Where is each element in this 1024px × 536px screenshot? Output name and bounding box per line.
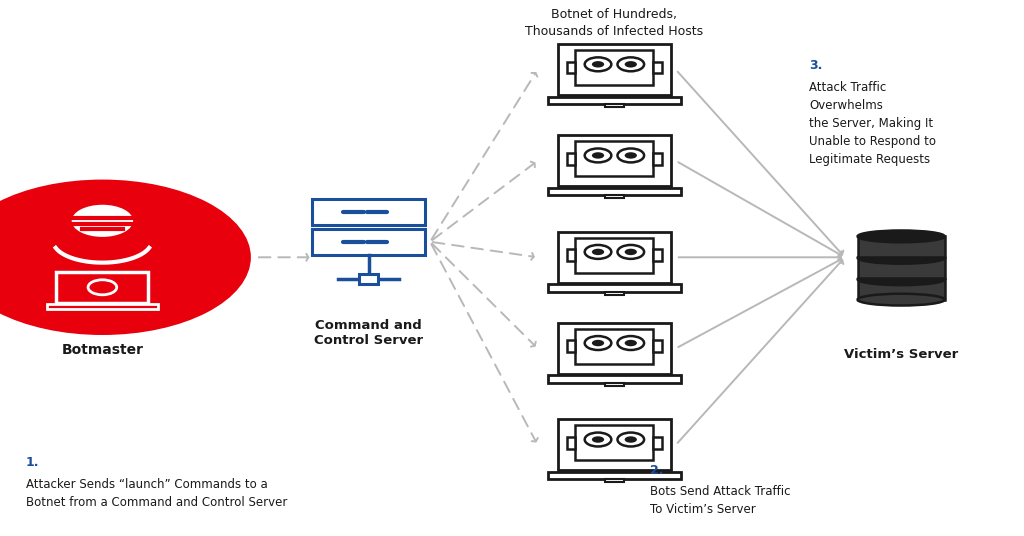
FancyBboxPatch shape <box>548 284 681 292</box>
FancyBboxPatch shape <box>567 437 575 449</box>
FancyBboxPatch shape <box>47 304 158 309</box>
FancyBboxPatch shape <box>558 44 671 95</box>
FancyBboxPatch shape <box>605 104 624 107</box>
Polygon shape <box>858 236 944 257</box>
FancyBboxPatch shape <box>575 50 653 85</box>
FancyBboxPatch shape <box>558 419 671 471</box>
Text: 2.: 2. <box>650 464 664 477</box>
Circle shape <box>592 340 604 346</box>
FancyBboxPatch shape <box>312 199 425 225</box>
Circle shape <box>592 249 604 255</box>
FancyBboxPatch shape <box>558 323 671 374</box>
Circle shape <box>592 436 604 443</box>
Text: Command and
Control Server: Command and Control Server <box>314 319 423 347</box>
Circle shape <box>592 61 604 68</box>
FancyBboxPatch shape <box>558 232 671 283</box>
FancyBboxPatch shape <box>548 375 681 383</box>
Ellipse shape <box>858 294 944 306</box>
Text: Victim’s Server: Victim’s Server <box>844 348 958 361</box>
FancyBboxPatch shape <box>567 340 575 352</box>
FancyBboxPatch shape <box>653 249 662 261</box>
Circle shape <box>585 57 611 71</box>
Circle shape <box>625 152 637 159</box>
Circle shape <box>0 180 251 335</box>
FancyBboxPatch shape <box>575 329 653 363</box>
FancyBboxPatch shape <box>575 426 653 460</box>
FancyBboxPatch shape <box>548 96 681 104</box>
Ellipse shape <box>858 252 944 264</box>
FancyBboxPatch shape <box>653 62 662 73</box>
FancyBboxPatch shape <box>605 292 624 295</box>
FancyBboxPatch shape <box>605 479 624 482</box>
Circle shape <box>617 433 644 446</box>
Text: 3.: 3. <box>809 59 822 72</box>
Polygon shape <box>858 279 944 300</box>
Circle shape <box>72 205 133 237</box>
Circle shape <box>585 433 611 446</box>
FancyBboxPatch shape <box>575 238 653 272</box>
Circle shape <box>617 57 644 71</box>
Circle shape <box>585 245 611 259</box>
Text: Attacker Sends “launch” Commands to a
Botnet from a Command and Control Server: Attacker Sends “launch” Commands to a Bo… <box>26 478 287 509</box>
Circle shape <box>585 148 611 162</box>
Circle shape <box>625 61 637 68</box>
Circle shape <box>592 152 604 159</box>
FancyBboxPatch shape <box>605 383 624 386</box>
FancyBboxPatch shape <box>567 249 575 261</box>
Text: Bots Send Attack Traffic
To Victim’s Server: Bots Send Attack Traffic To Victim’s Ser… <box>650 485 791 516</box>
Circle shape <box>625 249 637 255</box>
Circle shape <box>617 148 644 162</box>
Circle shape <box>617 245 644 259</box>
Ellipse shape <box>858 230 944 242</box>
FancyBboxPatch shape <box>312 229 425 255</box>
FancyBboxPatch shape <box>653 437 662 449</box>
FancyBboxPatch shape <box>575 142 653 176</box>
Text: Botnet of Hundreds,
Thousands of Infected Hosts: Botnet of Hundreds, Thousands of Infecte… <box>525 8 703 38</box>
Circle shape <box>625 436 637 443</box>
FancyBboxPatch shape <box>56 272 148 303</box>
FancyBboxPatch shape <box>548 188 681 196</box>
Text: 1.: 1. <box>26 456 39 468</box>
FancyBboxPatch shape <box>605 196 624 198</box>
Polygon shape <box>858 258 944 278</box>
Circle shape <box>625 340 637 346</box>
Circle shape <box>585 336 611 350</box>
FancyBboxPatch shape <box>653 340 662 352</box>
FancyBboxPatch shape <box>548 472 681 479</box>
Circle shape <box>617 336 644 350</box>
Text: Attack Traffic
Overwhelms
the Server, Making It
Unable to Respond to
Legitimate : Attack Traffic Overwhelms the Server, Ma… <box>809 81 936 167</box>
FancyBboxPatch shape <box>558 136 671 187</box>
Text: Botmaster: Botmaster <box>61 343 143 357</box>
FancyBboxPatch shape <box>567 62 575 73</box>
FancyBboxPatch shape <box>567 153 575 165</box>
Ellipse shape <box>858 273 944 285</box>
FancyBboxPatch shape <box>653 153 662 165</box>
FancyBboxPatch shape <box>359 274 378 284</box>
